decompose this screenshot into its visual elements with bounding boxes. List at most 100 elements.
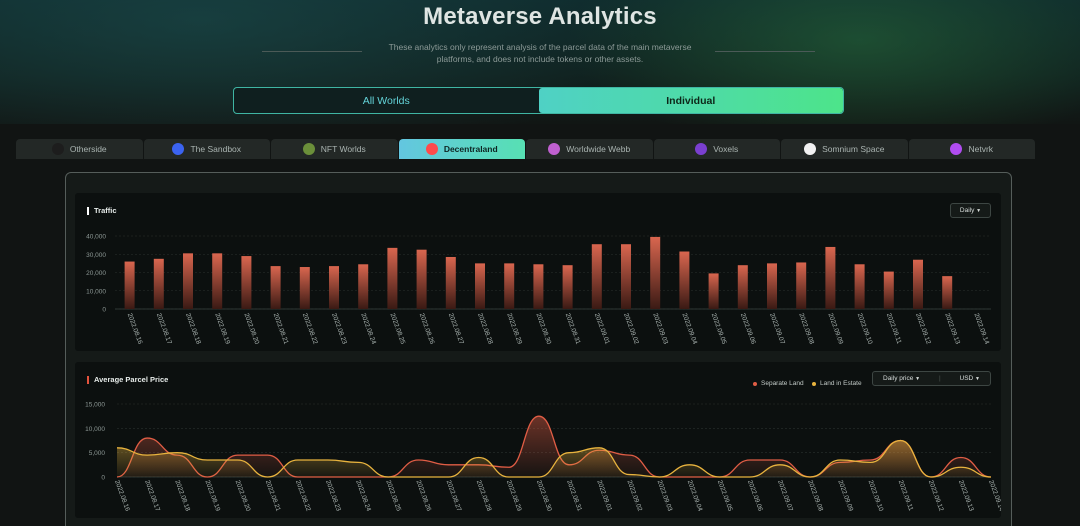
traffic-bar[interactable] [504, 263, 515, 309]
x-tick-label: 2022.08.31 [564, 312, 582, 345]
page-subtitle: These analytics only represent analysis … [388, 42, 692, 64]
x-tick-label: 2022.08.28 [476, 312, 494, 345]
tab-nft-worlds[interactable]: NFT Worlds [271, 139, 398, 159]
traffic-bar[interactable] [942, 276, 953, 309]
x-tick-label: 2022.08.20 [243, 312, 261, 345]
traffic-bar[interactable] [533, 264, 544, 309]
land-in-estate-dot [812, 381, 816, 386]
individual-button[interactable]: Individual [538, 88, 843, 113]
tab-worldwide-webb[interactable]: Worldwide Webb [526, 139, 653, 159]
x-tick-label: 2022.08.23 [330, 312, 348, 345]
traffic-bar[interactable] [329, 266, 339, 309]
decentraland-icon [425, 143, 438, 155]
x-tick-label: 2022.08.30 [535, 312, 553, 345]
traffic-bar[interactable] [445, 256, 456, 309]
traffic-bar[interactable] [416, 249, 427, 309]
chevron-down-icon: ▼ [975, 376, 980, 382]
tab-label: Somnium Space [822, 144, 885, 154]
x-tick-label: 2022.08.23 [324, 479, 342, 512]
x-tick-label: 2022.08.27 [445, 479, 463, 512]
traffic-bar[interactable] [212, 253, 223, 309]
traffic-bar[interactable] [708, 273, 719, 309]
x-tick-label: 2022.09.03 [651, 312, 669, 345]
x-tick-label: 2022.08.22 [294, 479, 312, 512]
tab-label: The Sandbox [190, 144, 242, 154]
traffic-bar[interactable] [241, 256, 252, 309]
traffic-bar[interactable] [270, 266, 281, 309]
tab-decentraland[interactable]: Decentraland [398, 139, 525, 159]
x-tick-label: 2022.08.21 [272, 312, 290, 345]
x-tick-label: 2022.09.06 [746, 479, 764, 512]
traffic-bar[interactable] [387, 247, 398, 309]
currency-label: USD [959, 375, 974, 382]
price-mode-select[interactable]: Daily price ▼ [883, 375, 920, 382]
traffic-bar[interactable] [913, 259, 923, 309]
x-tick-label: 2022.08.26 [414, 479, 432, 512]
traffic-bar[interactable] [591, 244, 602, 309]
nft-worlds-icon [302, 143, 315, 155]
parcel-price-card: Average Parcel Price Separate Land Land … [75, 362, 1001, 518]
legend-land-in-estate[interactable]: Land in Estate [812, 380, 862, 387]
x-tick-label: 2022.08.26 [418, 312, 436, 345]
traffic-bar[interactable] [153, 258, 164, 309]
x-tick-label: 2022.09.02 [622, 312, 640, 345]
all-worlds-button[interactable]: All Worlds [362, 94, 410, 107]
traffic-bar[interactable] [883, 271, 894, 309]
x-tick-label: 2022.09.12 [927, 479, 945, 512]
sandbox-icon [172, 143, 185, 155]
scope-toggle: All Worlds Individual [233, 87, 844, 114]
legend-separate-land[interactable]: Separate Land [753, 380, 804, 387]
traffic-bar[interactable] [358, 264, 369, 309]
traffic-bar[interactable] [679, 251, 690, 309]
price-options-dropdown: Daily price ▼ | USD ▼ [872, 371, 991, 386]
traffic-bar[interactable] [562, 265, 573, 309]
tab-netvrk[interactable]: Netvrk [908, 139, 1035, 159]
x-tick-label: 2022.09.14 [973, 312, 991, 345]
traffic-bar[interactable] [767, 263, 777, 309]
traffic-bar[interactable] [299, 267, 310, 309]
traffic-period-dropdown[interactable]: Daily ▼ [950, 203, 991, 218]
tab-label: Otherside [69, 144, 107, 154]
traffic-bar[interactable] [796, 262, 807, 309]
traffic-bar[interactable] [825, 246, 836, 309]
area-separate-land [117, 416, 991, 477]
legend-land-in-estate-label: Land in Estate [820, 380, 862, 387]
x-tick-label: 2022.08.19 [213, 312, 231, 345]
traffic-bar[interactable] [475, 263, 485, 309]
x-tick-label: 2022.09.10 [856, 312, 874, 345]
traffic-bar[interactable] [650, 236, 661, 309]
x-tick-label: 2022.09.01 [595, 479, 613, 512]
tab-label: Worldwide Webb [566, 144, 631, 154]
x-tick-label: 2022.09.09 [836, 479, 854, 512]
traffic-bar[interactable] [854, 264, 865, 309]
traffic-bar[interactable] [124, 261, 135, 309]
tab-the-sandbox[interactable]: The Sandbox [143, 139, 270, 159]
y-tick-label: 40,000 [86, 234, 106, 241]
line-land-in-estate[interactable] [116, 439, 992, 478]
x-tick-label: 2022.09.13 [943, 312, 961, 345]
tab-somnium-space[interactable]: Somnium Space [781, 139, 908, 159]
x-tick-label: 2022.08.25 [389, 312, 407, 345]
currency-select[interactable]: USD ▼ [960, 375, 981, 382]
traffic-card: Traffic Daily ▼ 0 10,000 20,000 30,000 40,00… [75, 193, 1001, 351]
traffic-bar[interactable] [183, 253, 193, 309]
y-tick-label: 5,000 [89, 450, 106, 457]
x-tick-label: 2022.08.17 [143, 479, 161, 512]
x-tick-label: 2022.08.29 [505, 312, 523, 345]
traffic-bar[interactable] [737, 265, 748, 309]
x-tick-label: 2022.09.12 [914, 312, 932, 345]
voxels-icon [695, 143, 708, 155]
dropdown-separator: | [938, 375, 941, 382]
tab-voxels[interactable]: Voxels [653, 139, 780, 159]
tab-otherside[interactable]: Otherside [16, 139, 143, 159]
netvrk-icon [950, 143, 963, 155]
y-tick-label: 30,000 [86, 252, 106, 259]
traffic-bar[interactable] [621, 244, 631, 309]
x-tick-label: 2022.09.01 [593, 312, 611, 345]
parcel-price-chart: 0 5,000 10,000 15,000 2022.08.16 2022.08.17 20… [85, 402, 1001, 513]
tab-label: Netvrk [968, 144, 994, 154]
x-tick-label: 2022.08.27 [447, 312, 465, 345]
x-tick-label: 2022.09.08 [806, 479, 824, 512]
y-tick-label: 0 [101, 475, 105, 482]
x-tick-label: 2022.09.04 [681, 312, 699, 345]
